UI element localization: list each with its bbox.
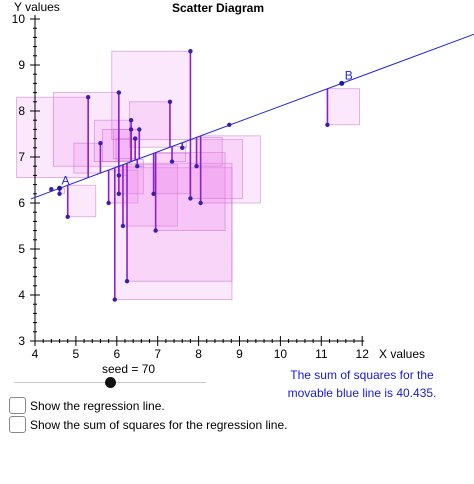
chart-title: Scatter Diagram: [172, 1, 264, 15]
data-point: [98, 141, 103, 146]
y-tick-label: 4: [18, 288, 25, 302]
residual-square: [67, 184, 97, 218]
residual-square: [73, 142, 101, 174]
control-point-b: [339, 80, 345, 86]
y-tick-label: 8: [18, 104, 25, 118]
data-point: [325, 122, 330, 128]
data-point: [128, 118, 134, 123]
y-tick-label: 7: [18, 150, 25, 164]
x-tick-label: 6: [113, 347, 120, 360]
sum-of-squares-line-1: The sum of squares for the: [290, 368, 434, 382]
data-point: [188, 49, 193, 54]
x-tick-label: 9: [236, 347, 243, 360]
residual-square: [114, 167, 233, 300]
y-tick-label: 6: [18, 196, 25, 210]
data-point: [198, 200, 203, 206]
data-point: [167, 99, 173, 105]
residual-squares: [16, 50, 360, 300]
residual-square: [122, 164, 178, 227]
data-point: [128, 127, 134, 132]
y-tick-label: 3: [18, 334, 25, 348]
data-point: [194, 164, 199, 169]
show-sum-of-squares-row[interactable]: Show the sum of squares for the regressi…: [9, 416, 287, 433]
data-point: [133, 136, 138, 141]
data-point: [112, 297, 117, 302]
data-point: [151, 191, 156, 196]
data-point: [116, 191, 122, 196]
data-point: [49, 187, 54, 192]
residual-square: [190, 139, 244, 199]
show-regression-line-label[interactable]: Show the regression line.: [30, 398, 165, 413]
x-tick-label: 12: [356, 347, 370, 360]
y-axis-label: Y values: [14, 0, 60, 14]
data-point: [116, 173, 122, 178]
residual-square: [327, 88, 360, 126]
x-tick-label: 4: [32, 347, 39, 360]
sum-of-squares-line-2: movable blue line is 40.435.: [287, 386, 437, 400]
data-point: [124, 279, 130, 284]
data-point: [137, 127, 142, 132]
y-tick-label: 5: [18, 242, 25, 256]
show-regression-line-checkbox[interactable]: [9, 397, 26, 414]
x-tick-label: 10: [274, 347, 288, 360]
control-point-a: [57, 185, 63, 191]
x-tick-label: 5: [73, 347, 80, 360]
data-point: [153, 228, 158, 233]
control-label-a: A: [62, 173, 70, 187]
residual-square: [111, 50, 191, 141]
control-label-b: B: [345, 68, 353, 82]
x-tick-label: 7: [154, 347, 161, 360]
show-sum-of-squares-label[interactable]: Show the sum of squares for the regressi…: [30, 417, 288, 432]
seed-slider-handle[interactable]: [105, 377, 116, 388]
residual-square: [200, 135, 261, 204]
movable-line: [30, 33, 474, 200]
data-point: [85, 95, 91, 100]
seed-label: seed = 70: [102, 362, 156, 376]
x-axis-label: X values: [379, 347, 425, 360]
y-tick-label: 10: [12, 12, 26, 26]
y-tick-label: 9: [18, 58, 25, 72]
data-point: [135, 164, 140, 169]
data-point: [57, 191, 62, 196]
x-tick-label: 8: [195, 347, 202, 360]
data-point: [106, 200, 111, 206]
show-sum-of-squares-checkbox[interactable]: [9, 416, 26, 433]
show-regression-line-row[interactable]: Show the regression line.: [9, 397, 165, 414]
residual-square: [126, 162, 233, 282]
data-point: [180, 145, 185, 150]
data-point: [227, 122, 232, 128]
data-point: [65, 214, 70, 219]
data-point: [116, 90, 122, 95]
x-tick-label: 11: [315, 347, 328, 360]
data-point: [120, 223, 126, 229]
data-point: [188, 196, 193, 201]
sum-of-squares-text: The sum of squares for the movable blue …: [262, 366, 462, 402]
data-point: [169, 159, 175, 164]
